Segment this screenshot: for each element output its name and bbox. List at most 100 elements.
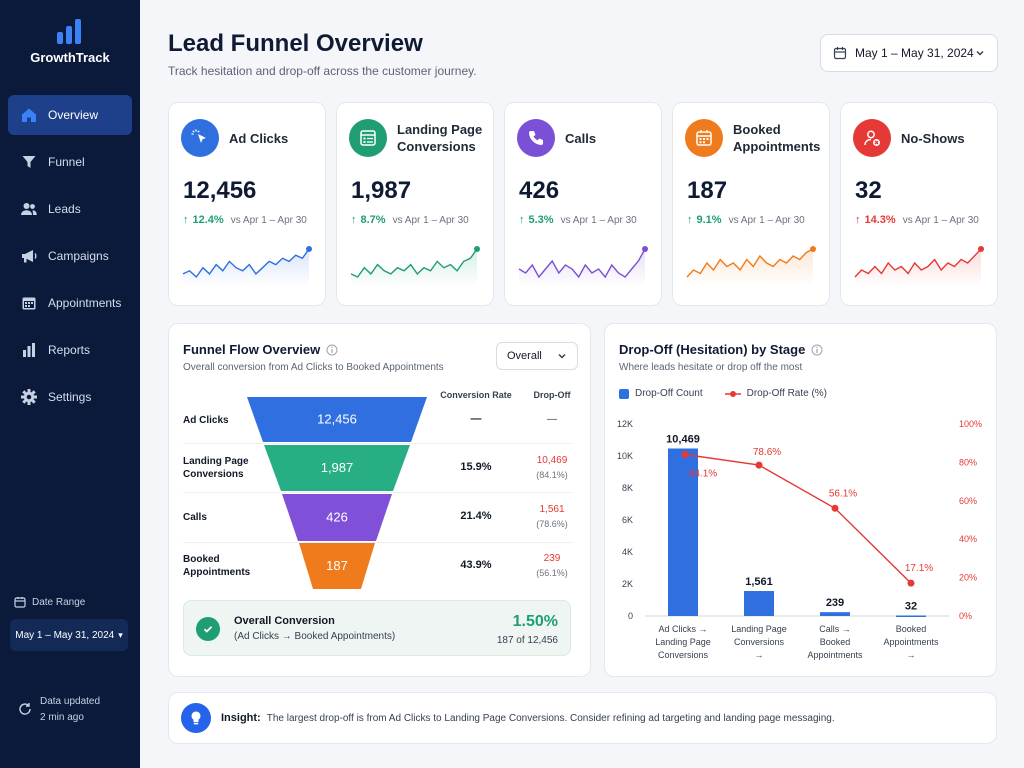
sparkline-end-point (810, 246, 816, 252)
sidebar-item-settings[interactable]: Settings (8, 377, 132, 417)
funnel-drop-off-count: — (547, 414, 557, 425)
kpi-card[interactable]: Ad Clicks 12,456 ↑ 12.4% vs Apr 1 – Apr 30 (168, 102, 326, 306)
y2-axis-tick-label: 40% (959, 534, 977, 544)
funnel-filter-select[interactable]: Overall (496, 342, 578, 370)
kpi-value: 32 (855, 177, 882, 204)
bar-chart-icon (20, 341, 38, 359)
sparkline-end-point (642, 246, 648, 252)
date-range-label: Date Range (14, 596, 85, 608)
y-axis-tick-label: 12K (617, 419, 633, 429)
funnel-segment-value: 426 (326, 510, 348, 525)
drop-off-title-text: Drop-Off (Hesitation) by Stage (619, 342, 806, 357)
chevron-down-icon: ▾ (118, 629, 123, 640)
bar-chart-logo-icon (57, 19, 81, 44)
funnel-drop-off-percent: (78.6%) (536, 519, 568, 529)
cursor-click-icon (181, 119, 219, 157)
data-updated-status: Data updated 2 min ago (18, 694, 100, 726)
kpi-compare-period: vs Apr 1 – Apr 30 (230, 214, 307, 226)
drop-off-bar[interactable] (820, 612, 850, 616)
drop-off-bar[interactable] (744, 591, 774, 616)
chart-legend: Drop-Off Count Drop-Off Rate (%) (619, 388, 827, 399)
kpi-sparkline (182, 246, 312, 287)
drop-off-rate-point[interactable] (831, 504, 839, 512)
calendar-icon (833, 47, 847, 60)
kpi-label: No-Shows (901, 130, 965, 146)
calendar-icon (14, 597, 26, 608)
funnel-segment (247, 397, 427, 442)
kpi-sparkline (854, 246, 984, 287)
legend-line-label: Drop-Off Rate (%) (746, 388, 828, 399)
sidebar-item-leads[interactable]: Leads (8, 189, 132, 229)
sparkline-end-point (306, 246, 312, 252)
y2-axis-tick-label: 100% (959, 419, 982, 429)
funnel-segment (299, 543, 375, 589)
funnel-drop-off: 1,561 (78.6%) (517, 503, 587, 531)
sidebar-item-appointments[interactable]: Appointments (8, 283, 132, 323)
app-logo[interactable]: GrowthTrack (0, 18, 140, 65)
kpi-label: Calls (565, 130, 597, 146)
insight-text: The largest drop-off is from Ad Clicks t… (266, 712, 835, 724)
funnel-segment-value: 12,456 (317, 412, 357, 427)
kpi-card[interactable]: No-Shows 32 ↑ 14.3% vs Apr 1 – Apr 30 (840, 102, 998, 306)
info-icon[interactable] (326, 344, 338, 356)
user-x-icon (853, 119, 891, 157)
drop-off-rate-line (684, 453, 912, 584)
funnel-filter-value: Overall (507, 350, 542, 362)
sidebar-date-range-select[interactable]: May 1 – May 31, 2024 ▾ (10, 619, 128, 651)
funnel-row-divider (183, 542, 573, 543)
sidebar-item-funnel[interactable]: Funnel (8, 142, 132, 182)
overall-conversion-title: Overall Conversion (234, 615, 335, 627)
y-axis-tick-label: 8K (622, 483, 633, 493)
drop-off-rate-point[interactable] (755, 461, 763, 469)
line-value-label: 56.1% (829, 488, 857, 499)
kpi-sparkline (518, 246, 648, 287)
arrow-up-icon: ↑ (855, 214, 861, 226)
drop-off-panel: Drop-Off (Hesitation) by Stage Where lea… (604, 323, 997, 677)
info-icon[interactable] (811, 344, 823, 356)
sparkline-area (351, 249, 477, 287)
sidebar-item-label: Settings (48, 390, 92, 404)
overall-conversion-subtitle: (Ad Clicks → Booked Appointments) (234, 631, 396, 642)
sparkline-end-point (978, 246, 984, 252)
sparkline-area (855, 249, 981, 287)
funnel-drop-off-count: 1,561 (539, 504, 565, 515)
funnel-stage-label: Booked Appointments (183, 554, 251, 578)
funnel-drop-off-percent: (84.1%) (536, 470, 568, 480)
sidebar-item-reports[interactable]: Reports (8, 330, 132, 370)
line-value-label: 78.6% (753, 447, 781, 458)
sidebar-item-label: Reports (48, 343, 91, 357)
sparkline-line (686, 248, 814, 278)
funnel-drop-off-count: 239 (543, 553, 561, 564)
sidebar-item-campaigns[interactable]: Campaigns (8, 236, 132, 276)
kpi-card[interactable]: Booked Appointments 187 ↑ 9.1% vs Apr 1 – Ap… (672, 102, 830, 306)
kpi-sparkline (686, 246, 816, 287)
drop-off-bar[interactable] (896, 615, 926, 617)
y2-axis-tick-label: 0% (959, 611, 972, 621)
date-range-picker[interactable]: May 1 – May 31, 2024 (820, 34, 998, 72)
refresh-icon[interactable] (18, 702, 32, 716)
megaphone-icon (20, 247, 38, 265)
funnel-conversion-rate: — (470, 413, 482, 425)
y-axis-tick-label: 0 (628, 611, 633, 621)
drop-off-bar[interactable] (668, 448, 698, 616)
funnel-conversion-rate: 15.9% (460, 461, 492, 473)
check-circle-icon (196, 617, 220, 641)
calendar-check-icon (685, 119, 723, 157)
sidebar-date-range-value: May 1 – May 31, 2024 (15, 629, 115, 641)
sidebar-item-label: Appointments (48, 296, 122, 310)
funnel-title-text: Funnel Flow Overview (183, 342, 321, 357)
kpi-delta: ↑ 12.4% vs Apr 1 – Apr 30 (183, 214, 307, 226)
drop-off-rate-point[interactable] (907, 579, 915, 587)
app-name: GrowthTrack (30, 50, 110, 65)
kpi-value: 426 (519, 177, 560, 204)
data-updated-text: Data updated (40, 696, 101, 707)
kpi-value: 187 (687, 177, 728, 204)
funnel-segment (282, 494, 392, 541)
drop-off-rate-point[interactable] (681, 451, 689, 459)
kpi-card[interactable]: Calls 426 ↑ 5.3% vs Apr 1 – Apr 30 (504, 102, 662, 306)
overall-conversion-box: Overall Conversion (Ad Clicks → Booked A… (183, 600, 571, 656)
sidebar-item-overview[interactable]: Overview (8, 95, 132, 135)
kpi-card[interactable]: Landing Page Conversions 1,987 ↑ 8.7% vs Apr… (336, 102, 494, 306)
sparkline-area (687, 249, 813, 287)
conversion-rate-header: Conversion Rate (440, 390, 512, 400)
